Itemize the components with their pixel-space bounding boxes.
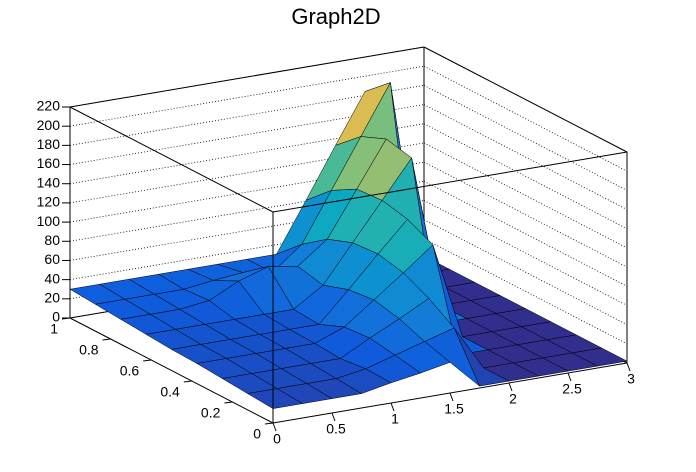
y-tick-label: 1: [50, 321, 58, 337]
grid-line: [423, 65, 628, 172]
z-tick-label: 140: [37, 174, 61, 190]
y-tick: [224, 401, 233, 404]
z-tick-label: 200: [37, 117, 61, 133]
grid-line: [423, 123, 628, 230]
y-tick-label: 0.6: [120, 363, 140, 379]
x-tick: [567, 372, 572, 382]
x-tick: [449, 392, 454, 402]
grid-line: [423, 85, 628, 191]
chart-title: Graph2D: [291, 4, 380, 29]
axis-line: [69, 317, 274, 424]
box-edge: [423, 46, 628, 153]
grid-line: [423, 142, 628, 249]
x-tick-label: 0: [273, 431, 281, 447]
y-tick: [183, 380, 192, 383]
surface-cell: [246, 388, 304, 409]
x-tick: [272, 422, 277, 432]
grid-line: [423, 238, 628, 345]
z-tick-label: 80: [44, 232, 60, 248]
grid-line: [423, 180, 628, 287]
x-tick-label: 0.5: [326, 421, 346, 437]
grid-line: [423, 161, 628, 268]
y-tick-label: 0: [253, 426, 261, 442]
x-tick: [508, 382, 513, 392]
x-tick-label: 1: [391, 411, 399, 427]
box-edge: [272, 151, 628, 213]
grid-line: [423, 200, 628, 306]
y-tick-label: 0.4: [160, 384, 180, 400]
z-tick-label: 40: [44, 270, 60, 286]
z-tick-label: 60: [44, 251, 60, 267]
y-tick: [143, 359, 152, 362]
y-tick: [102, 338, 111, 341]
grid-line: [423, 104, 628, 210]
y-tick: [61, 317, 71, 320]
x-tick-label: 3: [627, 371, 635, 387]
grid-line: [423, 219, 628, 325]
y-tick: [264, 422, 274, 425]
z-tick-label: 160: [37, 155, 61, 171]
z-tick-label: 100: [37, 213, 61, 229]
z-tick-label: 180: [37, 136, 61, 152]
y-tick-label: 0.2: [201, 405, 221, 421]
x-tick-label: 1.5: [444, 401, 464, 417]
x-tick: [390, 402, 395, 412]
x-tick: [331, 412, 336, 422]
z-tick-label: 20: [44, 290, 60, 306]
y-tick-label: 0.8: [79, 342, 99, 358]
x-tick: [626, 362, 631, 372]
x-tick-label: 2: [509, 391, 517, 407]
z-tick-label: 120: [37, 194, 61, 210]
x-tick-label: 2.5: [562, 381, 582, 397]
z-tick-label: 0: [52, 309, 60, 325]
z-tick-label: 220: [37, 98, 61, 114]
box-edge: [69, 106, 274, 213]
box-edge: [69, 46, 425, 108]
